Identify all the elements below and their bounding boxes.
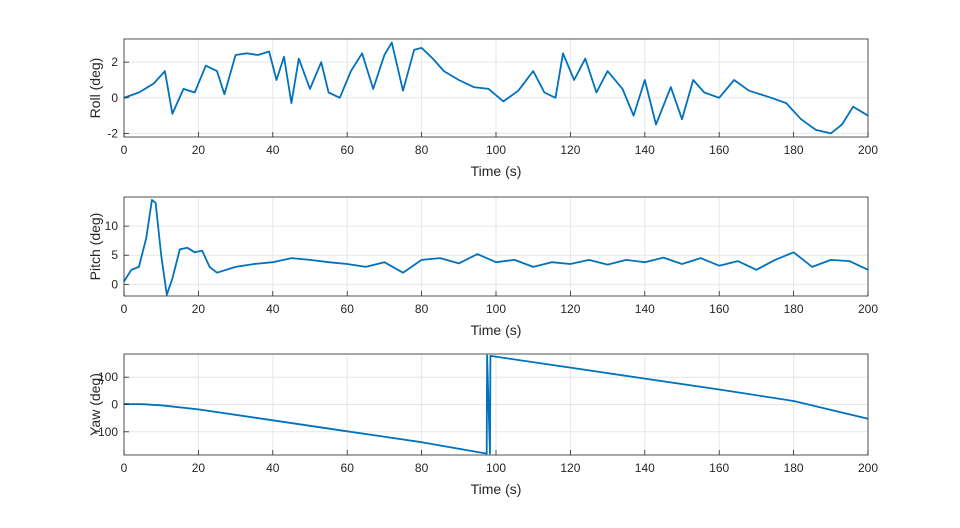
pitch-y-tick-label: 5 (111, 248, 118, 262)
roll-series-line (123, 41, 869, 135)
pitch-x-tick-label: 140 (635, 302, 655, 316)
roll-x-tick-label: 60 (341, 143, 355, 157)
roll-y-tick-label: 2 (111, 55, 118, 69)
pitch-x-tick-label: 120 (560, 302, 580, 316)
yaw-x-tick-label: 80 (415, 461, 429, 475)
pitch-x-tick-label: 80 (415, 302, 429, 316)
pitch-y-tick-label: 0 (111, 277, 118, 291)
roll-y-tick-label: 0 (111, 91, 118, 105)
yaw-x-tick-label: 40 (266, 461, 280, 475)
yaw-y-tick-label: -100 (94, 425, 118, 439)
pitch-x-tick-label: 20 (192, 302, 206, 316)
roll-x-tick-label: 140 (635, 143, 655, 157)
yaw-x-tick-label: 0 (121, 461, 128, 475)
yaw-y-tick-label: 0 (111, 398, 118, 412)
pitch-y-axis-label: Pitch (deg) (87, 213, 103, 281)
roll-x-tick-label: 100 (486, 143, 506, 157)
roll-y-tick-label: -2 (107, 126, 118, 140)
roll-x-tick-label: 180 (784, 143, 804, 157)
roll-x-tick-label: 0 (121, 143, 128, 157)
pitch-y-tick-label: 10 (105, 219, 119, 233)
roll-x-tick-label: 120 (560, 143, 580, 157)
yaw-x-tick-label: 180 (784, 461, 804, 475)
yaw-series-line (123, 354, 869, 455)
roll-x-tick-label: 160 (709, 143, 729, 157)
pitch-x-tick-label: 40 (266, 302, 280, 316)
yaw-x-tick-label: 20 (192, 461, 206, 475)
pitch-x-axis-label: Time (s) (471, 322, 522, 338)
yaw-x-tick-label: 140 (635, 461, 655, 475)
yaw-y-tick-label: 100 (98, 370, 118, 384)
yaw-x-tick-label: 200 (858, 461, 878, 475)
yaw-x-tick-label: 60 (341, 461, 355, 475)
pitch-x-tick-label: 100 (486, 302, 506, 316)
yaw-x-axis-label: Time (s) (471, 481, 522, 497)
roll-x-tick-label: 200 (858, 143, 878, 157)
roll-x-tick-label: 20 (192, 143, 206, 157)
yaw-x-tick-label: 120 (560, 461, 580, 475)
yaw-y-axis-label: Yaw (deg) (87, 373, 103, 436)
pitch-x-tick-label: 160 (709, 302, 729, 316)
roll-y-axis-label: Roll (deg) (87, 58, 103, 119)
yaw-chart: 0 20 40 60 80 100 120 140 160 180 200 -100 0 100 Time … (87, 353, 878, 497)
pitch-series-line (123, 198, 869, 296)
pitch-chart: 0 20 40 60 80 100 120 140 160 180 200 0 5 10 Time (s) P… (87, 196, 878, 338)
roll-x-axis-label: Time (s) (471, 163, 522, 179)
pitch-x-tick-label: 200 (858, 302, 878, 316)
pitch-x-tick-label: 60 (341, 302, 355, 316)
roll-x-tick-label: 40 (266, 143, 280, 157)
yaw-x-tick-label: 100 (486, 461, 506, 475)
roll-x-tick-label: 80 (415, 143, 429, 157)
pitch-x-tick-label: 180 (784, 302, 804, 316)
pitch-x-tick-label: 0 (121, 302, 128, 316)
yaw-x-tick-label: 160 (709, 461, 729, 475)
